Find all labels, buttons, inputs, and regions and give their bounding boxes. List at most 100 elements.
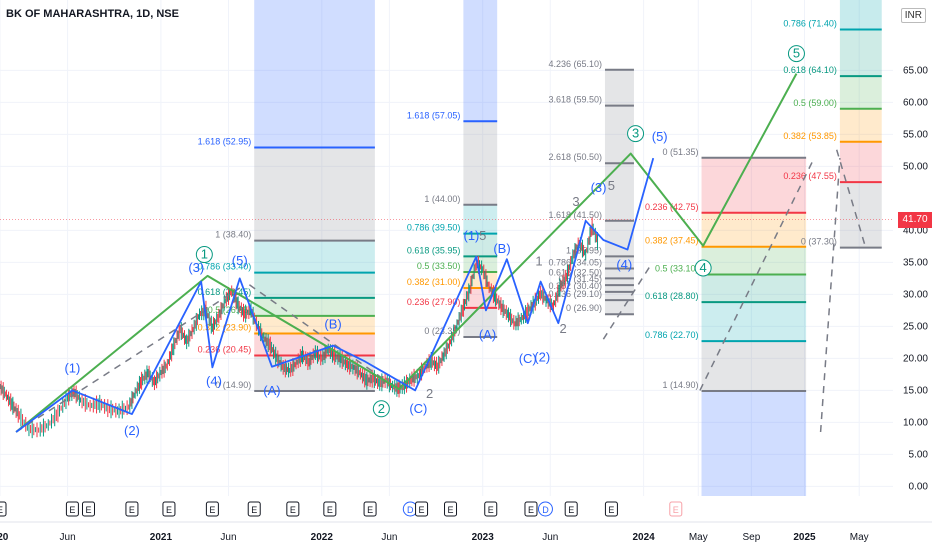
fib-level-label: 0.618 (28.80) [645, 291, 699, 301]
fib-level-label: 0.236 (27.90) [407, 297, 461, 307]
earnings-marker [205, 501, 219, 517]
earnings-marker [247, 501, 261, 517]
event-marker-label: E [129, 505, 135, 515]
fib-zone [604, 278, 634, 286]
fib-level-label: 0.236 (47.55) [783, 171, 837, 181]
fib-level-label: 0.5 (33.10) [655, 264, 699, 274]
event-marker-label: E [488, 505, 494, 515]
y-tick-label: 10.00 [903, 417, 928, 428]
currency-unit-badge[interactable]: INR [900, 8, 926, 23]
wave-label: (2) [534, 350, 550, 365]
wave-label: (4) [616, 257, 632, 272]
fib-zone [839, 29, 882, 77]
x-tick-label: Jun [60, 532, 76, 543]
fib-set-3: 4.236 (65.10) 3.618 (59.50) 2.618 (50.50) 1… [548, 59, 634, 316]
wave-label: 3 [572, 194, 579, 209]
wave-label: 2 [378, 401, 385, 416]
x-tick-label: May [850, 532, 869, 543]
event-marker-label: E [290, 505, 296, 515]
x-tick-label: 020 [0, 532, 9, 543]
fib-set-5: 0.786 (71.40) 0.618 (64.10) 0.5 (59.00) 0.3… [783, 0, 882, 249]
fib-level-label: 0 (51.35) [662, 147, 698, 157]
fib-level-label: 0 (14.90) [215, 380, 251, 390]
earnings-marker [564, 501, 578, 517]
fib-level-label: 3.618 (59.50) [548, 95, 602, 105]
wave-label: (B) [324, 316, 341, 331]
wave-label: 5 [793, 46, 800, 61]
event-markers: EEEEEEEEEEDEEEEDEEE [0, 496, 893, 522]
fib-level-label: 0.5 (33.50) [417, 261, 461, 271]
wave-label: (2) [124, 423, 140, 438]
earnings-marker [604, 501, 618, 517]
fib-zone [604, 220, 634, 257]
fib-zone [604, 285, 634, 292]
earnings-marker [125, 501, 139, 517]
x-tick-label: 2025 [793, 532, 816, 543]
event-marker-label: E [568, 505, 574, 515]
x-tick-label: Sep [743, 532, 761, 543]
earnings-marker [524, 501, 538, 517]
projection-dash [819, 158, 841, 433]
x-axis: 020 Jun 2021 Jun 2022 Jun 2023 Jun 2024 May Sep 202… [0, 521, 932, 543]
fib-level-label: 0.618 (32.50) [548, 267, 602, 277]
x-tick-label: 2023 [472, 532, 495, 543]
fib-zone [254, 297, 375, 316]
x-tick-label: Jun [381, 532, 397, 543]
fib-level-label: 0.618 (29.45) [198, 287, 252, 297]
wave-label: (C) [519, 351, 537, 366]
fib-retracements: 1.618 (52.95) 1 (38.40) 0.786 (33.40) 0.618… [198, 0, 882, 500]
event-marker-label: E [327, 505, 333, 515]
wave-label: 2 [426, 386, 433, 401]
wave-label: (5) [652, 129, 668, 144]
fib-zone [254, 272, 375, 298]
dividend-marker [537, 501, 553, 517]
wave-label-circle [195, 246, 213, 264]
y-tick-label: 30.00 [903, 289, 928, 300]
event-marker-label: E [673, 505, 679, 515]
y-tick-label: 40.00 [903, 225, 928, 236]
fib-level-label: 1 (38.40) [215, 230, 251, 240]
projection-dash [248, 284, 395, 388]
event-marker-label: E [251, 505, 257, 515]
wave-label: 5 [479, 228, 486, 243]
event-marker-label: E [528, 505, 534, 515]
projection-dashes [15, 149, 867, 433]
y-tick-label: 20.00 [903, 353, 928, 364]
wave-label: (3) [188, 260, 204, 275]
event-marker-label: E [367, 505, 373, 515]
event-marker-label: D [407, 505, 414, 515]
y-axis: 0.00 5.00 10.00 15.00 20.00 25.00 30.00 35.00 40… [893, 0, 932, 550]
fib-level-label: 1 (14.90) [662, 380, 698, 390]
fib-level-label: 1.618 (57.05) [407, 110, 461, 120]
fib-level-label: 2.618 (50.50) [548, 152, 602, 162]
fib-zone [839, 108, 882, 142]
wave-label: 1 [201, 247, 208, 262]
fib-zone [463, 121, 498, 205]
y-tick-label: 55.00 [903, 129, 928, 140]
fib-level-label: 0.786 (33.40) [198, 262, 252, 272]
fib-level-label: 0.786 (71.40) [783, 18, 837, 28]
fib-zone [463, 233, 498, 257]
wave-label: 4 [700, 260, 707, 275]
fib-zone [604, 69, 634, 106]
projection-dash [15, 287, 241, 433]
wave-label-circle [694, 259, 712, 277]
wave-label: 5 [608, 178, 615, 193]
wave-label-circle [627, 125, 645, 143]
y-tick-label: 0.00 [909, 481, 929, 492]
wave-label-circle [787, 45, 805, 63]
fib-zone [463, 307, 498, 337]
x-tick-label: May [689, 532, 708, 543]
earnings-marker [162, 501, 176, 517]
fib-zone [254, 147, 375, 241]
event-marker-label: D [542, 505, 549, 515]
fib-level-label: 0.786 (39.50) [407, 223, 461, 233]
wave-label: (1) [463, 228, 479, 243]
wave-label: (C) [409, 401, 427, 416]
earnings-marker [0, 501, 7, 517]
wave-label: 2 [560, 321, 567, 336]
fib-level-label: 0.382 (37.45) [645, 236, 699, 246]
fib-level-label: 0.786 (22.70) [645, 330, 699, 340]
